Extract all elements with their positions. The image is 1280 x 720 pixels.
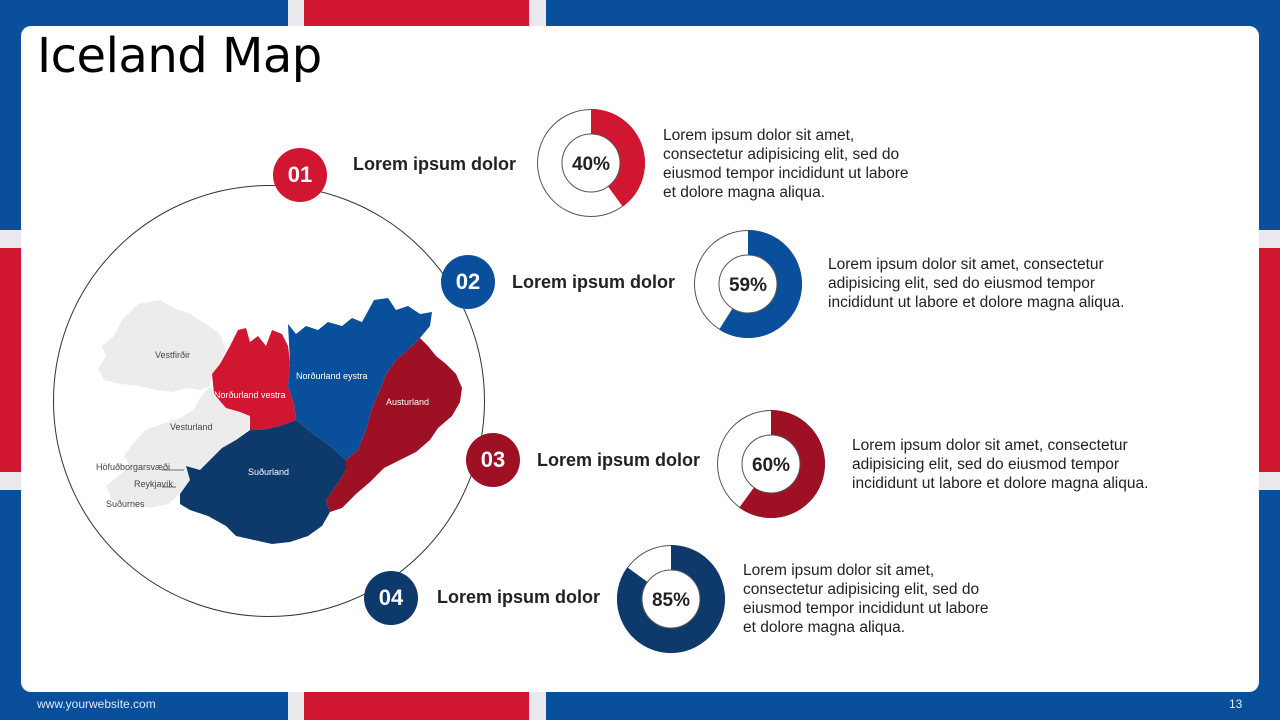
- desc-line: consectetur adipisicing elit, sed do: [743, 581, 980, 598]
- page-title: Iceland Map: [37, 28, 322, 84]
- donut-chart-01: 40%: [537, 109, 645, 217]
- donut-hole: [561, 133, 621, 193]
- desc-line: consectetur adipisicing elit, sed do: [663, 146, 900, 163]
- desc-line: eiusmod tempor incididunt ut labore: [663, 165, 909, 182]
- region-nordurland-vestra: [212, 328, 296, 430]
- region-austurland: [326, 338, 462, 512]
- number-badge-03: 03: [466, 433, 520, 487]
- region-nordurland-eystra: [288, 298, 432, 460]
- donut-percent-label: 40%: [572, 154, 610, 175]
- number-badge-02: 02: [441, 255, 495, 309]
- desc-line: adipisicing elit, sed do eiusmod tempor: [828, 275, 1096, 292]
- item-description-02: Lorem ipsum dolor sit amet, consectetur …: [828, 255, 1124, 312]
- region-sudurnes: [106, 442, 190, 508]
- desc-line: adipisicing elit, sed do eiusmod tempor: [852, 456, 1120, 473]
- label-hofudborgarsvaedi: Höfuðborgarsvæði: [96, 462, 170, 472]
- label-vestfirdir: Vestfirðir: [155, 350, 190, 360]
- desc-line: incididunt ut labore et dolore magna ali…: [828, 294, 1125, 311]
- desc-line: incididunt ut labore et dolore magna ali…: [852, 475, 1149, 492]
- desc-line: et dolore magna aliqua.: [663, 184, 826, 201]
- region-vestfirdir: [98, 300, 226, 392]
- donut-hole: [741, 434, 801, 494]
- item-description-04: Lorem ipsum dolor sit amet, consectetur …: [743, 561, 989, 637]
- label-nordurland-vestra: Norðurland vestra: [214, 390, 286, 400]
- desc-line: Lorem ipsum dolor sit amet, consectetur: [852, 437, 1128, 454]
- label-austurland: Austurland: [386, 397, 429, 407]
- donut-percent-label: 85%: [652, 590, 690, 611]
- desc-line: et dolore magna aliqua.: [743, 619, 906, 636]
- donut-percent-label: 59%: [729, 275, 767, 296]
- footer-website: www.yourwebsite.com: [37, 697, 156, 711]
- donut-value-arc: [591, 109, 645, 207]
- donut-value-arc: [719, 230, 802, 338]
- donut-value-arc: [617, 545, 725, 653]
- desc-line: Lorem ipsum dolor sit amet,: [743, 562, 935, 579]
- label-reykjavik: Reykjavík: [134, 479, 174, 489]
- desc-line: Lorem ipsum dolor sit amet, consectetur: [828, 256, 1104, 273]
- item-heading-03: Lorem ipsum dolor: [537, 450, 701, 470]
- donut-chart-04: 85%: [617, 545, 725, 653]
- desc-line: eiusmod tempor incididunt ut labore: [743, 600, 989, 617]
- label-nordurland-eystra: Norðurland eystra: [296, 371, 368, 381]
- desc-line: Lorem ipsum dolor sit amet,: [663, 127, 855, 144]
- donut-chart-02: 59%: [694, 230, 802, 338]
- iceland-map: Vestfirðir Norðurland vestra Norðurland …: [96, 298, 462, 544]
- donut-percent-label: 60%: [752, 455, 790, 476]
- item-description-01: Lorem ipsum dolor sit amet, consectetur …: [663, 126, 909, 202]
- page-number: 13: [1229, 697, 1243, 711]
- map-ring: [53, 185, 485, 617]
- label-vesturland: Vesturland: [170, 422, 213, 432]
- number-badge-01: 01: [273, 148, 327, 202]
- item-heading-04: Lorem ipsum dolor: [437, 587, 601, 607]
- region-sudurland: [180, 420, 346, 544]
- donut-hole: [641, 569, 701, 629]
- item-heading-02: Lorem ipsum dolor: [512, 272, 676, 292]
- donut-hole: [718, 254, 778, 314]
- label-sudurland: Suðurland: [248, 467, 289, 477]
- label-sudurnes: Suðurnes: [106, 499, 145, 509]
- number-badge-04: 04: [364, 571, 418, 625]
- donut-value-arc: [739, 410, 825, 518]
- donut-chart-03: 60%: [717, 410, 825, 518]
- item-heading-01: Lorem ipsum dolor: [353, 154, 517, 174]
- item-description-03: Lorem ipsum dolor sit amet, consectetur …: [852, 436, 1148, 493]
